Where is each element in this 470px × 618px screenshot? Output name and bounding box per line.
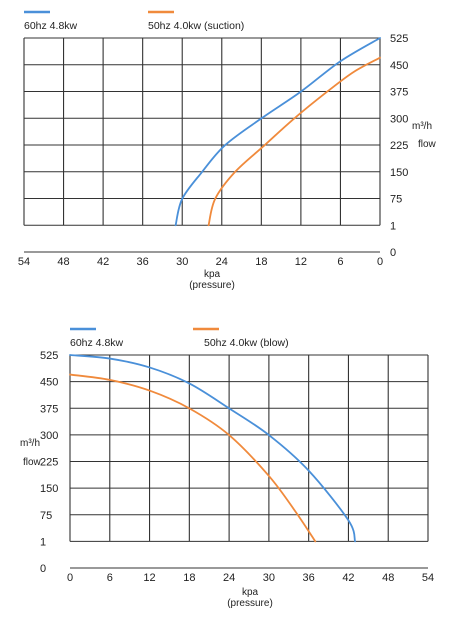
x-tick-label: 12 [143,572,155,584]
x-axis-subtitle: (pressure) [227,598,273,609]
x-tick-label: 54 [422,572,434,584]
legend-label: 50hz 4.0kw (blow) [204,337,289,349]
y-tick-label: 525 [40,350,58,362]
x-tick-label: 24 [223,572,235,584]
series-line-60hz [174,37,381,227]
y-tick-label: 375 [390,87,408,99]
x-tick-label: 30 [176,256,188,268]
chart-2: 0 6 12 18 24 30 36 42 48 54 0 1 75 150 225 300 375 450 525… [20,327,434,609]
y-tick-label: 300 [40,430,58,442]
series-line-50hz [69,373,317,543]
y-axis-title: m³/h [412,121,432,132]
x-tick-label: 30 [263,572,275,584]
x-tick-label: 48 [57,256,69,268]
y-tick-label: 375 [40,403,58,415]
series-line-60hz [69,354,356,543]
y-axis-subtitle: flow [23,457,42,468]
y-tick-label: 0 [40,563,46,575]
y-tick-label: 1 [40,536,46,548]
y-tick-label: 450 [390,60,408,72]
x-tick-label: 6 [337,256,343,268]
y-tick-label: 0 [390,247,396,259]
x-tick-label: 12 [295,256,307,268]
y-tick-label: 300 [390,113,408,125]
y-tick-label: 150 [40,483,58,495]
x-tick-label: 42 [97,256,109,268]
x-tick-label: 0 [377,256,383,268]
x-axis-subtitle: (pressure) [189,280,235,291]
y-tick-label: 225 [40,457,58,469]
chart-1: 54 48 42 36 30 24 18 12 6 00 1 75 150 225 300 375 450 525… [18,10,437,291]
y-tick-label: 225 [390,140,408,152]
x-tick-label: 0 [67,572,73,584]
y-tick-label: 75 [390,194,402,206]
y-tick-label: 150 [390,167,408,179]
y-tick-label: 75 [40,510,52,522]
x-tick-label: 54 [18,256,30,268]
x-tick-label: 18 [255,256,267,268]
x-axis-title: kpa [204,269,221,280]
x-axis-title: kpa [242,587,259,598]
legend-label: 50hz 4.0kw (suction) [148,20,244,32]
y-tick-label: 450 [40,377,58,389]
legend-label: 60hz 4.8kw [24,20,78,32]
y-tick-label: 525 [390,33,408,45]
x-tick-label: 48 [382,572,394,584]
x-tick-label: 18 [183,572,195,584]
x-tick-label: 24 [216,256,228,268]
legend-label: 60hz 4.8kw [70,337,124,349]
x-tick-label: 36 [303,572,315,584]
y-axis-title: m³/h [20,438,40,449]
x-tick-label: 42 [342,572,354,584]
series-line-50hz [207,56,381,227]
x-tick-label: 36 [137,256,149,268]
y-tick-label: 1 [390,220,396,232]
x-tick-label: 6 [107,572,113,584]
y-axis-subtitle: flow [418,139,437,150]
